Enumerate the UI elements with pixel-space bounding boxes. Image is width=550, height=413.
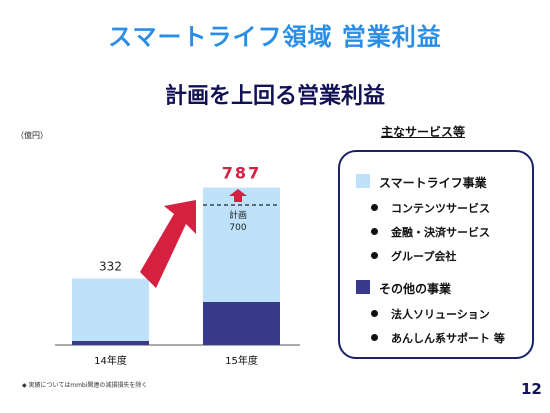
legend-category-other: その他の事業 (379, 282, 452, 296)
bar-segment (203, 187, 280, 302)
bullet-icon (371, 310, 378, 317)
footnote: ◆ 実績についてはmmbi関連の減損損失を除く (22, 382, 148, 389)
bullet-icon (371, 334, 378, 341)
legend-box (338, 150, 534, 359)
page-number: 12 (521, 380, 542, 398)
legend-swatch-other (356, 280, 370, 294)
plan-label: 計画 (229, 209, 247, 221)
bullet-icon (371, 252, 378, 259)
total-label: 332 (99, 260, 122, 274)
bullet-icon (371, 228, 378, 235)
bar-segment (72, 341, 149, 345)
footnote-text: 実績についてはmmbi関連の減損損失を除く (28, 382, 148, 389)
total-label: 787 (222, 164, 261, 183)
legend-item: グループ会社 (391, 250, 457, 263)
page-title: スマートライフ領域 営業利益 (108, 23, 442, 51)
x-tick-label: 14年度 (94, 354, 127, 367)
page-subtitle: 計画を上回る営業利益 (164, 84, 385, 109)
legend-category-smartlife: スマートライフ事業 (379, 176, 487, 190)
legend-item: 金融・決済サービス (391, 226, 490, 239)
legend-item: コンテンツサービス (391, 202, 490, 215)
bar-segment (203, 302, 280, 345)
unit-label: （億円） (16, 131, 48, 140)
increase-arrow-icon (229, 189, 247, 202)
legend-title: 主なサービス等 (381, 125, 466, 139)
plan-value-label: 700 (229, 223, 246, 233)
legend-swatch-smartlife (356, 174, 370, 188)
growth-arrow-icon (140, 200, 196, 288)
x-tick-label: 15年度 (225, 354, 258, 367)
legend-item: あんしん系サポート 等 (391, 332, 505, 345)
legend-item: 法人ソリューション (391, 308, 490, 321)
bar-segment (72, 278, 149, 341)
bullet-icon (371, 204, 378, 211)
